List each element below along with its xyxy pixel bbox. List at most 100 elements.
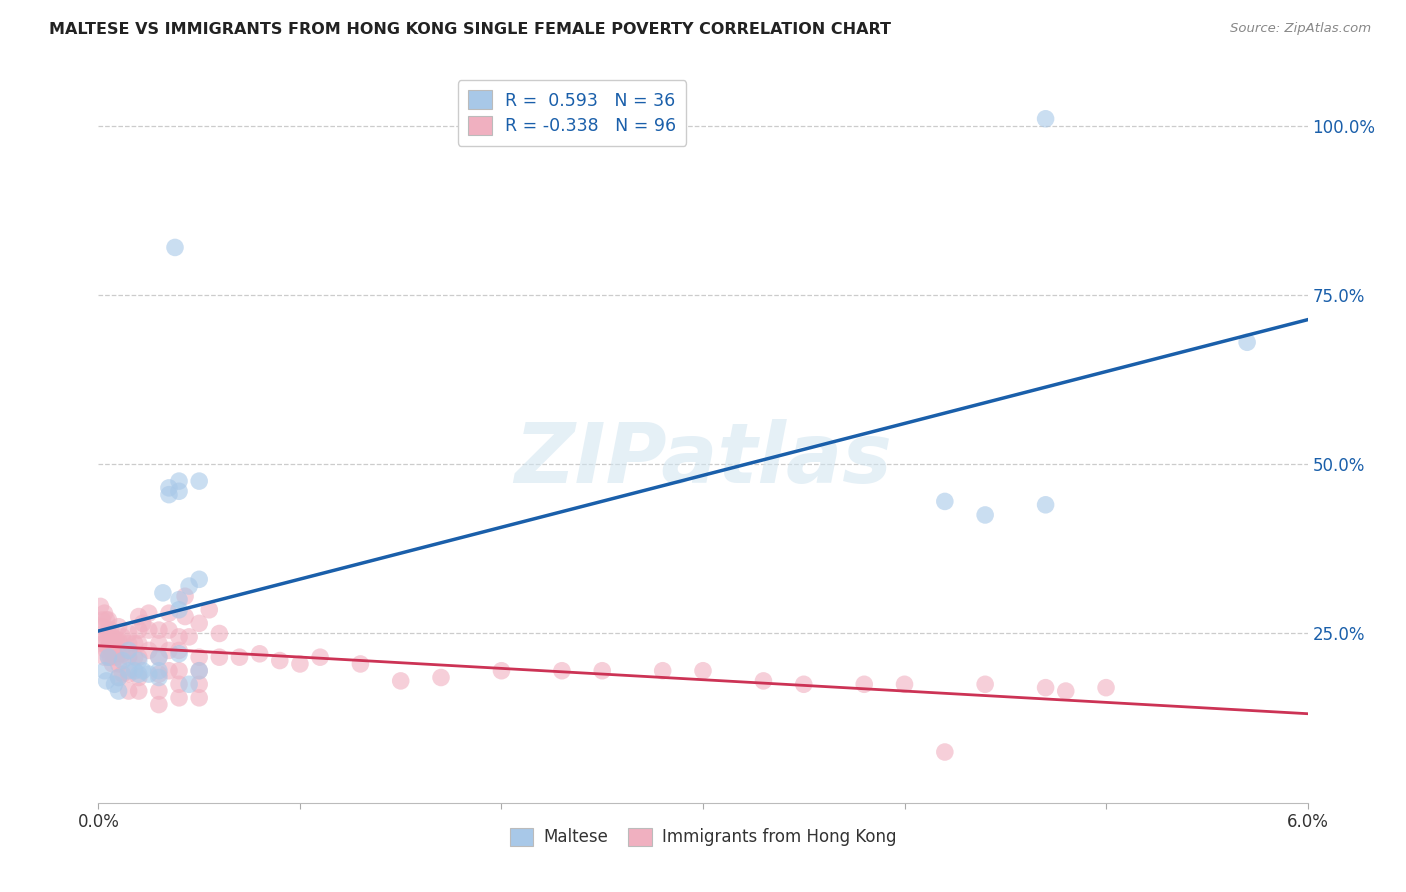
Point	[93, 637, 115, 651]
Point	[132, 664, 155, 678]
Point	[188, 616, 211, 631]
Point	[208, 650, 231, 665]
Point	[89, 599, 111, 614]
Point	[118, 637, 141, 651]
Point	[103, 633, 125, 648]
Point	[111, 647, 134, 661]
Point	[132, 616, 155, 631]
Point	[188, 690, 211, 705]
Point	[692, 664, 714, 678]
Point	[974, 677, 997, 691]
Point	[167, 643, 190, 657]
Point	[118, 667, 141, 681]
Point	[157, 481, 180, 495]
Legend: Maltese, Immigrants from Hong Kong: Maltese, Immigrants from Hong Kong	[503, 821, 903, 853]
Point	[179, 630, 201, 644]
Point	[93, 606, 115, 620]
Point	[591, 664, 613, 678]
Point	[118, 664, 141, 678]
Point	[96, 643, 118, 657]
Point	[100, 637, 122, 651]
Point	[934, 494, 956, 508]
Point	[148, 637, 170, 651]
Point	[853, 677, 876, 691]
Point	[118, 643, 141, 657]
Point	[752, 673, 775, 688]
Point	[157, 664, 180, 678]
Point	[430, 671, 453, 685]
Point	[551, 664, 574, 678]
Point	[107, 620, 129, 634]
Point	[107, 657, 129, 671]
Point	[107, 671, 129, 685]
Point	[107, 684, 129, 698]
Point	[1035, 112, 1057, 126]
Point	[111, 630, 134, 644]
Point	[103, 647, 125, 661]
Point	[91, 637, 114, 651]
Point	[107, 633, 129, 648]
Point	[148, 623, 170, 637]
Point	[934, 745, 956, 759]
Point	[1095, 681, 1118, 695]
Point	[91, 613, 114, 627]
Point	[128, 623, 150, 637]
Point	[111, 654, 134, 668]
Point	[167, 690, 190, 705]
Point	[138, 643, 160, 657]
Point	[198, 603, 221, 617]
Point	[167, 592, 190, 607]
Point	[111, 667, 134, 681]
Point	[105, 650, 128, 665]
Point	[101, 643, 124, 657]
Point	[152, 586, 174, 600]
Point	[93, 650, 115, 665]
Point	[101, 657, 124, 671]
Point	[93, 664, 115, 678]
Point	[174, 609, 197, 624]
Point	[128, 637, 150, 651]
Point	[118, 684, 141, 698]
Point	[97, 640, 120, 654]
Point	[179, 579, 201, 593]
Point	[128, 650, 150, 665]
Point	[974, 508, 997, 522]
Point	[228, 650, 250, 665]
Point	[157, 643, 180, 657]
Point	[128, 671, 150, 685]
Point	[1035, 498, 1057, 512]
Point	[118, 626, 141, 640]
Point	[148, 650, 170, 665]
Point	[167, 630, 190, 644]
Point	[167, 677, 190, 691]
Point	[148, 650, 170, 665]
Point	[124, 650, 146, 665]
Point	[167, 603, 190, 617]
Point	[97, 613, 120, 627]
Point	[1035, 681, 1057, 695]
Point	[208, 626, 231, 640]
Point	[167, 484, 190, 499]
Point	[188, 664, 211, 678]
Point	[96, 673, 118, 688]
Point	[105, 633, 128, 648]
Text: Source: ZipAtlas.com: Source: ZipAtlas.com	[1230, 22, 1371, 36]
Point	[163, 240, 186, 254]
Point	[188, 664, 211, 678]
Point	[96, 630, 118, 644]
Point	[1236, 335, 1258, 350]
Point	[148, 671, 170, 685]
Point	[91, 620, 114, 634]
Point	[651, 664, 673, 678]
Point	[179, 677, 201, 691]
Point	[100, 623, 122, 637]
Point	[188, 650, 211, 665]
Point	[128, 684, 150, 698]
Point	[138, 667, 160, 681]
Point	[148, 698, 170, 712]
Point	[269, 654, 291, 668]
Point	[288, 657, 311, 671]
Point	[107, 647, 129, 661]
Point	[107, 671, 129, 685]
Point	[167, 474, 190, 488]
